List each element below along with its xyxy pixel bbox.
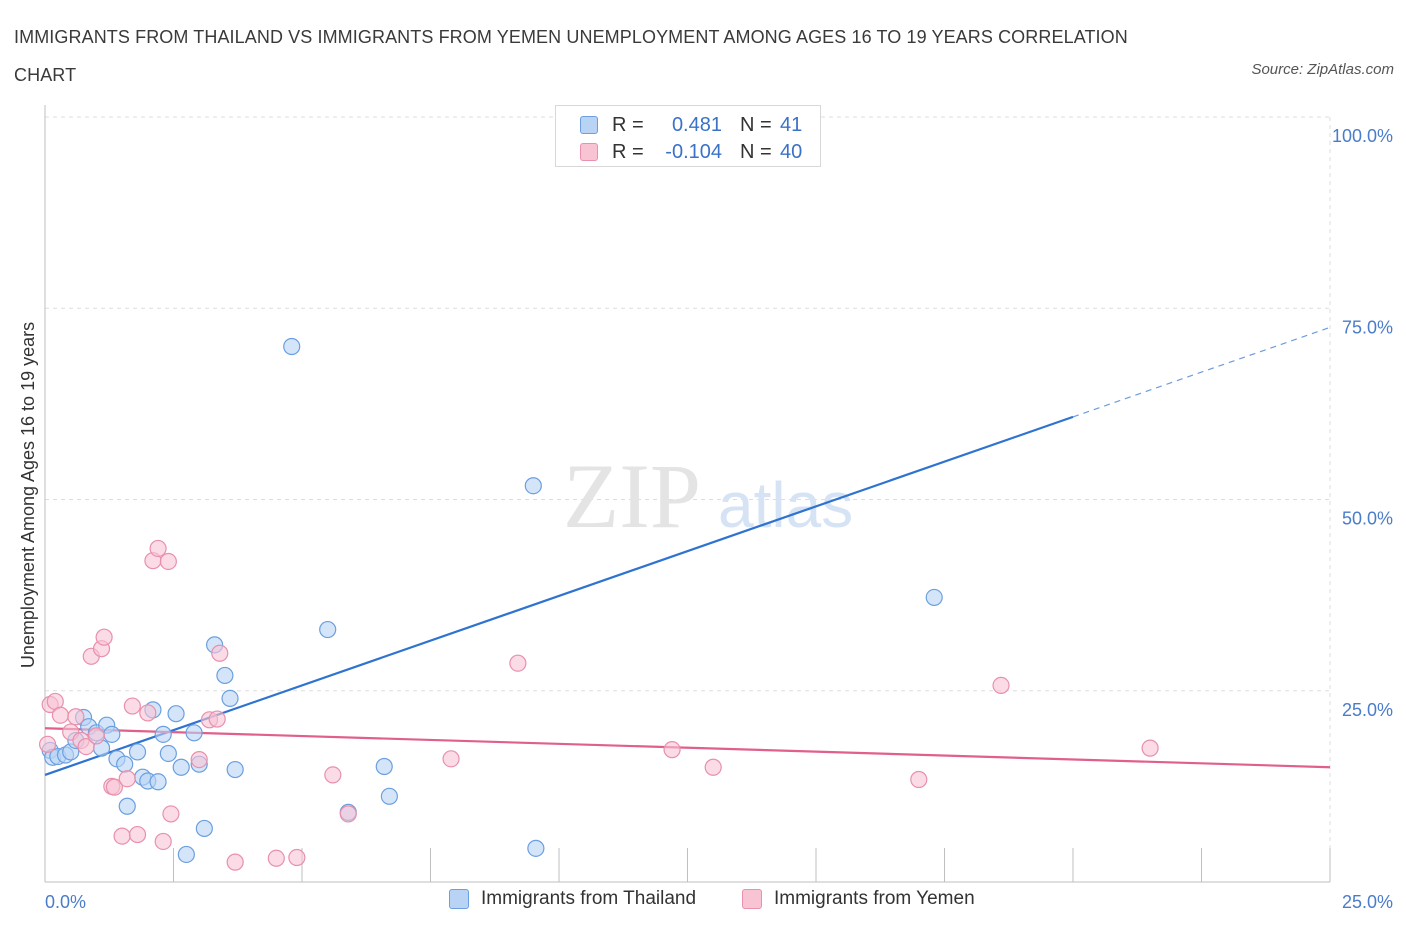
point-yemen-9 [87,727,106,745]
point-yemen-31 [324,766,342,784]
point-thailand-29 [216,666,234,685]
trend-layer [44,326,1331,776]
y-axis-label: Unemployment Among Ages 16 to 19 years [18,322,38,668]
points-layer [38,108,1159,871]
point-thailand-37 [524,477,542,495]
point-yemen-30 [288,848,306,867]
legend-swatch-yemen [580,143,598,161]
point-thailand-25 [185,724,203,742]
point-yemen-5 [67,708,85,726]
legend-r-label: R = [612,113,644,136]
point-yemen-33 [442,750,460,768]
point-yemen-35 [663,741,681,759]
point-thailand-23 [172,758,190,776]
y-tick-label-75: 75.0% [1342,317,1393,337]
legend-r-value: -0.104 [665,140,722,163]
point-yemen-28 [226,853,244,871]
point-thailand-36 [380,787,398,805]
point-yemen-26 [208,710,226,728]
point-yemen-36 [704,758,722,776]
point-thailand-35 [375,757,393,776]
watermark-zip: ZIP [563,445,701,547]
point-yemen-23 [162,805,180,823]
point-thailand-11 [103,725,121,743]
x-tick-label-min: 0.0% [45,892,86,912]
legend-item-thailand[interactable]: Immigrants from Thailand [449,888,696,910]
point-yemen-15 [118,770,136,788]
point-yemen-38 [992,676,1010,694]
legend-label-thailand: Immigrants from Thailand [481,888,697,909]
legend-row-yemen: R = -0.104 N = 40 [580,139,802,165]
point-yemen-13 [105,778,123,796]
y-tick-label-50: 50.0% [1342,509,1393,529]
trendline-yemen [44,727,1331,769]
axis-layer: 25.0% 50.0% 75.0% 100.0% 0.0% 25.0% [44,105,1393,912]
legend-r-value: 0.481 [671,113,722,136]
source-label: Source: ZipAtlas.com [1251,61,1394,78]
point-yemen-21 [154,832,172,851]
legend-swatch-thailand [449,889,469,909]
point-yemen-16 [123,697,141,715]
point-thailand-27 [195,819,213,838]
point-yemen-32 [339,805,357,823]
legend-r-label: R = [612,140,644,163]
point-yemen-17 [128,825,147,844]
point-thailand-32 [283,337,301,356]
trendline-thailand-extension [1072,326,1331,418]
point-thailand-22 [167,705,185,723]
point-yemen-3 [51,706,70,724]
legend-n-label: N = [740,113,772,136]
chart-title: IMMIGRANTS FROM THAILAND VS IMMIGRANTS F… [14,27,1128,85]
point-thailand-13 [116,755,134,773]
y-tick-label-25: 25.0% [1342,700,1393,720]
point-yemen-18 [139,704,157,722]
point-yemen-14 [113,827,131,845]
point-thailand-15 [128,743,147,761]
point-thailand-40 [925,588,943,607]
legend-row-thailand: R = 0.481 N = 41 [580,112,802,138]
point-yemen-37 [910,770,928,789]
legend-n-value: 41 [780,113,803,136]
point-thailand-31 [226,760,244,779]
stats-legend: R = 0.481 N = 41 R = -0.104 N = 40 [555,105,821,167]
point-thailand-19 [149,773,167,791]
point-yemen-0 [38,735,57,753]
point-thailand-38 [527,839,545,857]
legend-swatch-thailand [580,116,598,134]
point-yemen-39 [1141,739,1159,757]
point-yemen-27 [211,644,229,662]
point-thailand-30 [221,689,239,708]
x-tick-label-max: 25.0% [1342,892,1393,912]
point-yemen-22 [159,552,177,571]
point-thailand-33 [319,620,337,639]
legend-item-yemen[interactable]: Immigrants from Yemen [742,888,975,910]
trendline-thailand [44,415,1074,776]
point-yemen-24 [190,750,208,769]
legend-swatch-yemen [742,889,762,909]
watermark-atlas: atlas [718,469,853,541]
point-thailand-14 [118,797,136,815]
legend-n-value: 40 [780,140,803,163]
legend-n-label: N = [740,140,772,163]
series-legend: Immigrants from Thailand Immigrants from… [0,888,1406,918]
point-thailand-21 [159,744,177,763]
point-yemen-7 [77,737,95,756]
point-thailand-24 [177,845,195,864]
point-yemen-34 [509,654,527,672]
point-thailand-20 [154,725,172,743]
point-yemen-11 [95,628,113,646]
point-yemen-29 [267,849,285,867]
point-yemen-20 [149,539,167,558]
legend-label-yemen: Immigrants from Yemen [774,888,975,909]
y-tick-label-100: 100.0% [1332,126,1393,146]
